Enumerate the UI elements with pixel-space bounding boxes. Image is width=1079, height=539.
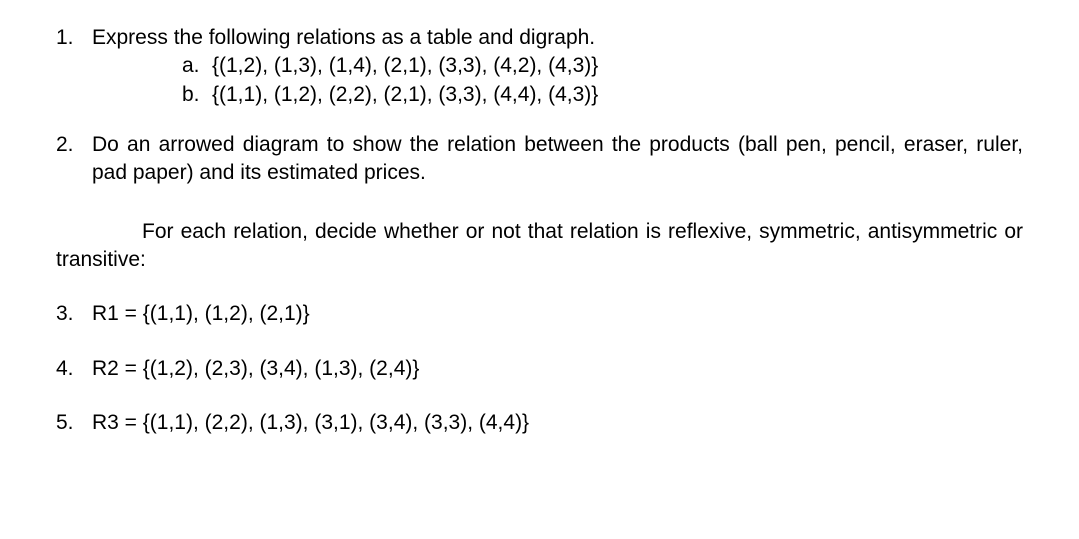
question-5: 5. R3 = {(1,1), (2,2), (1,3), (3,1), (3,… xyxy=(56,409,1023,437)
question-3-number: 3. xyxy=(56,300,92,328)
question-1a: a. {(1,2), (1,3), (1,4), (2,1), (3,3), (… xyxy=(182,52,1023,80)
question-3-text: R1 = {(1,1), (1,2), (2,1)} xyxy=(92,300,310,328)
document-page: 1. Express the following relations as a … xyxy=(0,0,1079,437)
intro-text: For each relation, decide whether or not… xyxy=(56,220,1023,271)
question-1-main: 1. Express the following relations as a … xyxy=(56,24,1023,52)
question-4-number: 4. xyxy=(56,355,92,383)
question-1b: b. {(1,1), (1,2), (2,2), (2,1), (3,3), (… xyxy=(182,81,1023,109)
question-4: 4. R2 = {(1,2), (2,3), (3,4), (1,3), (2,… xyxy=(56,355,1023,383)
question-3: 3. R1 = {(1,1), (1,2), (2,1)} xyxy=(56,300,1023,328)
question-1-text: Express the following relations as a tab… xyxy=(92,24,595,52)
question-2-text: Do an arrowed diagram to show the relati… xyxy=(92,131,1023,188)
question-4-text: R2 = {(1,2), (2,3), (3,4), (1,3), (2,4)} xyxy=(92,355,419,383)
question-2-number: 2. xyxy=(56,131,92,188)
question-1-number: 1. xyxy=(56,24,92,52)
question-5-number: 5. xyxy=(56,409,92,437)
question-1a-text: {(1,2), (1,3), (1,4), (2,1), (3,3), (4,2… xyxy=(212,52,598,80)
question-1-subitems: a. {(1,2), (1,3), (1,4), (2,1), (3,3), (… xyxy=(56,52,1023,109)
question-2: 2. Do an arrowed diagram to show the rel… xyxy=(56,131,1023,188)
question-5-text: R3 = {(1,1), (2,2), (1,3), (3,1), (3,4),… xyxy=(92,409,529,437)
section-intro: For each relation, decide whether or not… xyxy=(56,218,1023,275)
question-1a-letter: a. xyxy=(182,52,212,80)
question-1: 1. Express the following relations as a … xyxy=(56,24,1023,109)
question-1b-letter: b. xyxy=(182,81,212,109)
question-1b-text: {(1,1), (1,2), (2,2), (2,1), (3,3), (4,4… xyxy=(212,81,598,109)
